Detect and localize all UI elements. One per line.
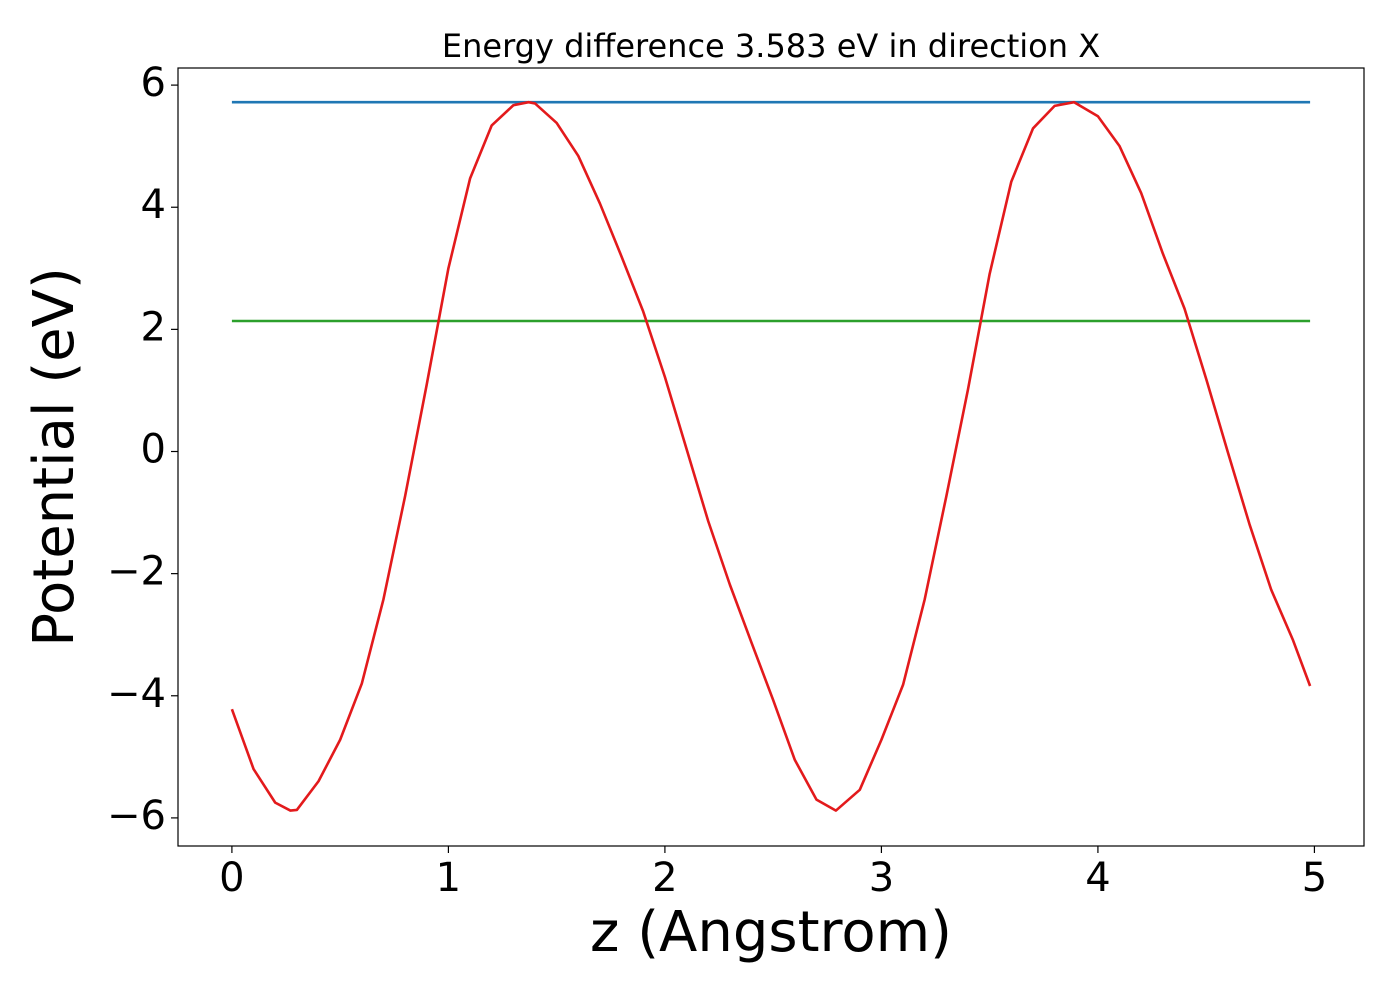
x-axis-label: z (Angstrom) bbox=[590, 900, 952, 965]
y-tick-label: 4 bbox=[141, 182, 166, 228]
data-line bbox=[230, 100, 1312, 812]
axes-frame bbox=[177, 67, 1365, 847]
x-tick-label: 0 bbox=[219, 855, 244, 901]
x-tick-label: 2 bbox=[652, 855, 677, 901]
y-axis-label: Potential (eV) bbox=[22, 267, 87, 647]
y-tick-label: 6 bbox=[141, 60, 166, 106]
x-tick-label: 5 bbox=[1302, 855, 1327, 901]
y-tick-label: −4 bbox=[107, 671, 166, 717]
x-tick-label: 3 bbox=[869, 855, 894, 901]
chart-title: Energy difference 3.583 eV in direction … bbox=[442, 27, 1100, 65]
plot-area bbox=[230, 100, 1312, 812]
y-tick-label: 0 bbox=[141, 427, 166, 473]
x-tick-label: 1 bbox=[436, 855, 461, 901]
x-tick-label: 4 bbox=[1085, 855, 1110, 901]
y-tick-label: 2 bbox=[141, 304, 166, 350]
y-tick-label: −6 bbox=[107, 793, 166, 839]
y-tick-label: −2 bbox=[107, 549, 166, 595]
